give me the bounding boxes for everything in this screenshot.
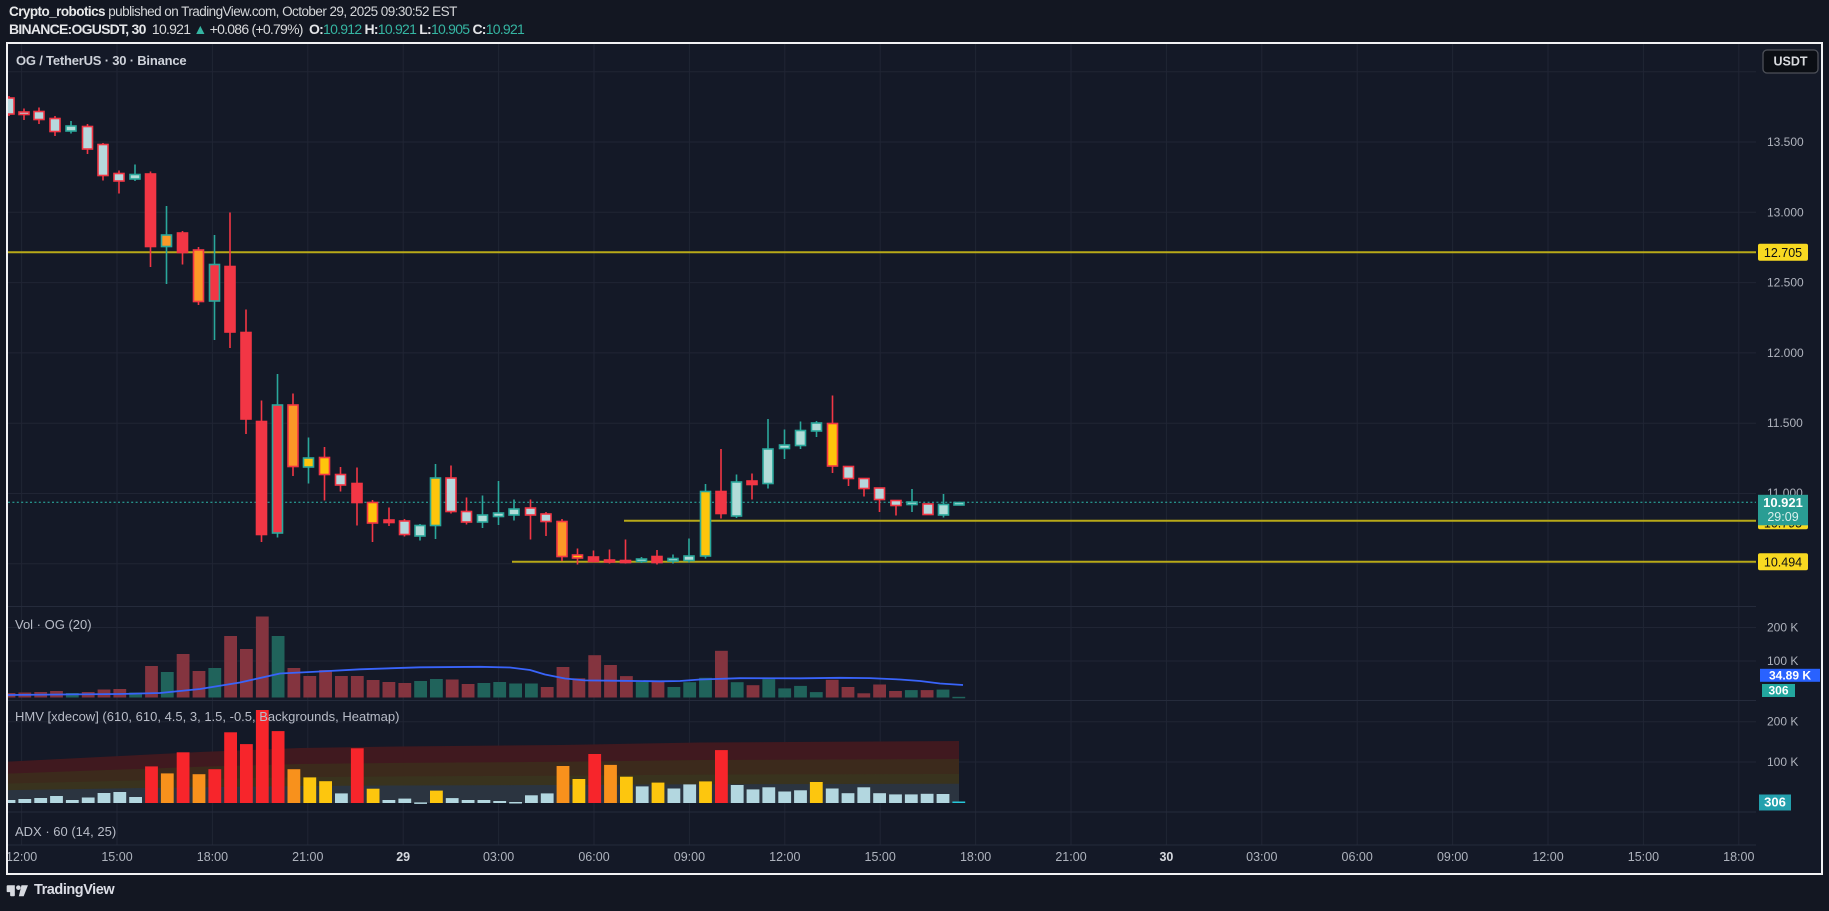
svg-text:100 K: 100 K: [1767, 755, 1798, 769]
svg-text:13.500: 13.500: [1767, 135, 1804, 149]
svg-text:18:00: 18:00: [1723, 850, 1754, 864]
svg-text:10.494: 10.494: [1764, 555, 1802, 569]
svg-text:18:00: 18:00: [960, 850, 991, 864]
svg-text:34.89 K: 34.89 K: [1769, 669, 1811, 683]
svg-text:21:00: 21:00: [1055, 850, 1086, 864]
svg-text:306: 306: [1768, 684, 1788, 698]
svg-text:12:00: 12:00: [1532, 850, 1563, 864]
svg-text:18:00: 18:00: [197, 850, 228, 864]
svg-text:15:00: 15:00: [101, 850, 132, 864]
svg-text:30: 30: [1159, 850, 1173, 864]
svg-text:12:00: 12:00: [769, 850, 800, 864]
svg-text:06:00: 06:00: [1342, 850, 1373, 864]
svg-text:11.500: 11.500: [1767, 416, 1803, 430]
svg-text:OG / TetherUS · 30 · Binance: OG / TetherUS · 30 · Binance: [16, 53, 186, 68]
svg-text:29: 29: [396, 850, 410, 864]
svg-text:ADX · 60 (14, 25): ADX · 60 (14, 25): [15, 824, 116, 839]
svg-text:09:00: 09:00: [674, 850, 705, 864]
svg-text:03:00: 03:00: [1246, 850, 1277, 864]
svg-text:10.921: 10.921: [1763, 495, 1803, 510]
svg-text:03:00: 03:00: [483, 850, 514, 864]
svg-text:06:00: 06:00: [578, 850, 609, 864]
svg-text:USDT: USDT: [1773, 55, 1807, 69]
svg-text:29:09: 29:09: [1767, 510, 1798, 524]
svg-text:306: 306: [1764, 795, 1786, 810]
svg-text:12.000: 12.000: [1767, 346, 1804, 360]
svg-text:12:00: 12:00: [8, 850, 37, 864]
svg-text:HMV [xdecow] (610, 610, 4.5, 3: HMV [xdecow] (610, 610, 4.5, 3, 1.5, -0.…: [15, 709, 399, 724]
svg-text:13.000: 13.000: [1767, 205, 1804, 219]
svg-text:Vol · OG (20): Vol · OG (20): [15, 617, 92, 632]
svg-text:21:00: 21:00: [292, 850, 323, 864]
svg-text:100 K: 100 K: [1767, 654, 1798, 668]
svg-text:15:00: 15:00: [865, 850, 896, 864]
svg-text:09:00: 09:00: [1437, 850, 1468, 864]
svg-text:12.705: 12.705: [1764, 246, 1802, 260]
svg-text:15:00: 15:00: [1628, 850, 1659, 864]
svg-text:12.500: 12.500: [1767, 276, 1804, 290]
svg-text:200 K: 200 K: [1767, 715, 1798, 729]
svg-text:200 K: 200 K: [1767, 621, 1798, 635]
